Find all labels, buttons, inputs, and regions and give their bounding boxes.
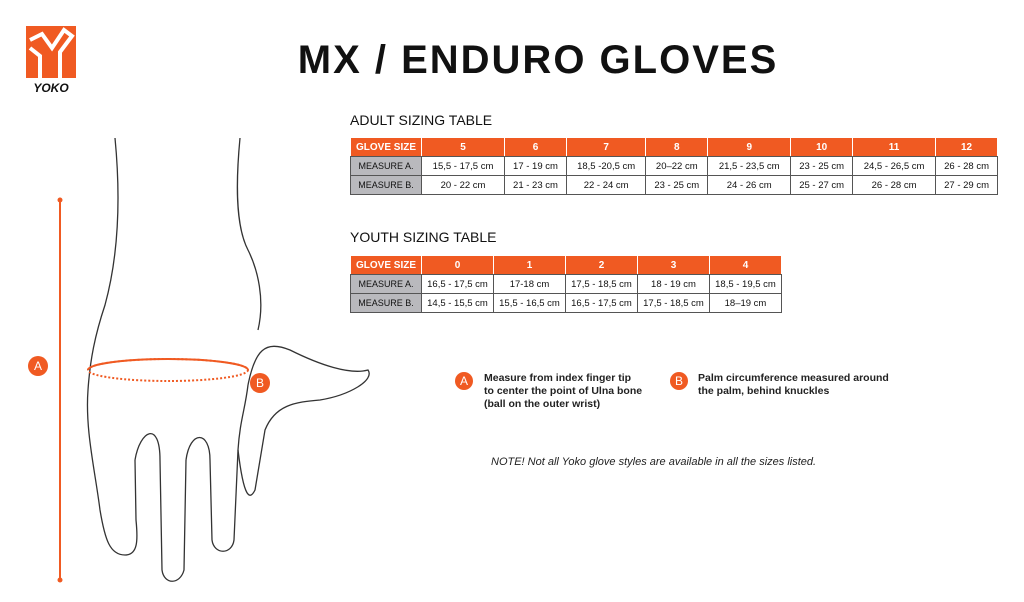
header-cell: 12: [935, 137, 998, 157]
header-cell: GLOVE SIZE: [350, 255, 422, 275]
legend-b: B Palm circumference measured around the…: [670, 372, 889, 398]
page-title: MX / ENDURO GLOVES: [297, 38, 779, 82]
table-cell: 17 - 19 cm: [504, 156, 567, 176]
table-cell: 24 - 26 cm: [707, 175, 792, 195]
marker-a: A: [28, 356, 48, 376]
table-cell: 26 - 28 cm: [935, 156, 998, 176]
table-cell: 18,5 -20,5 cm: [565, 156, 647, 176]
legend-b-marker: B: [670, 372, 688, 390]
table-cell: 18,5 - 19,5 cm: [709, 274, 782, 294]
table-cell: 15,5 - 17,5 cm: [420, 156, 506, 176]
table-cell: 20 - 22 cm: [420, 175, 506, 195]
table-cell: 17,5 - 18,5 cm: [565, 274, 638, 294]
youth-table-heading: YOUTH SIZING TABLE: [350, 229, 497, 245]
header-cell: 0: [421, 255, 494, 275]
availability-note: NOTE! Not all Yoko glove styles are avai…: [491, 456, 817, 468]
header-row: GLOVE SIZE 0 1 2 3 4: [350, 255, 782, 275]
table-cell: 17-18 cm: [493, 274, 566, 294]
table-cell: 25 - 27 cm: [790, 175, 854, 195]
table-cell: 16,5 - 17,5 cm: [565, 293, 638, 313]
header-cell: 9: [707, 137, 792, 157]
table-cell: 22 - 24 cm: [565, 175, 647, 195]
table-cell: 27 - 29 cm: [935, 175, 998, 195]
legend-a-line: to center the point of Ulna bone: [484, 385, 643, 397]
legend-b-line: Palm circumference measured around: [698, 372, 889, 384]
marker-b: B: [250, 373, 270, 393]
hand-diagram: [57, 137, 370, 583]
legend-a-marker: A: [455, 372, 473, 390]
adult-table-heading: ADULT SIZING TABLE: [350, 112, 493, 128]
table-cell: 21 - 23 cm: [504, 175, 567, 195]
logo: YOKO: [24, 26, 78, 95]
header-cell: 10: [790, 137, 854, 157]
table-cell: 18 - 19 cm: [637, 274, 710, 294]
table-row: MEASURE B. 20 - 22 cm 21 - 23 cm 22 - 24 cm…: [350, 175, 998, 195]
header-cell: 2: [565, 255, 638, 275]
table-row: MEASURE B. 14,5 - 15,5 cm 15,5 - 16,5 cm 16…: [350, 293, 782, 313]
legend-a: A Measure from index finger tip to cente…: [455, 372, 642, 411]
header-cell: 3: [637, 255, 710, 275]
table-cell: 17,5 - 18,5 cm: [637, 293, 710, 313]
row-label: MEASURE B.: [350, 293, 422, 313]
table-cell: 16,5 - 17,5 cm: [421, 274, 494, 294]
header-cell: GLOVE SIZE: [350, 137, 422, 157]
table-cell: 15,5 - 16,5 cm: [493, 293, 566, 313]
legend-a-line: (ball on the outer wrist): [484, 398, 601, 410]
table-cell: 23 - 25 cm: [790, 156, 854, 176]
svg-text:YOKO: YOKO: [33, 81, 69, 94]
header-cell: 1: [493, 255, 566, 275]
table-row: MEASURE A. 15,5 - 17,5 cm 17 - 19 cm 18,5 -…: [350, 156, 998, 176]
table-cell: 18–19 cm: [709, 293, 782, 313]
table-cell: 20–22 cm: [645, 156, 709, 176]
youth-sizing-table: GLOVE SIZE 0 1 2 3 4 MEASURE A. 16,5 - 17,5 cm 1…: [350, 255, 782, 313]
table-cell: 21,5 - 23,5 cm: [707, 156, 792, 176]
legend-a-line: Measure from index finger tip: [484, 372, 632, 384]
table-cell: 14,5 - 15,5 cm: [421, 293, 494, 313]
header-cell: 6: [504, 137, 567, 157]
row-label: MEASURE B.: [350, 175, 422, 195]
header-cell: 8: [645, 137, 709, 157]
header-cell: 11: [852, 137, 937, 157]
header-cell: 7: [565, 137, 647, 157]
table-cell: 24,5 - 26,5 cm: [852, 156, 937, 176]
header-cell: 5: [420, 137, 506, 157]
table-cell: 26 - 28 cm: [852, 175, 937, 195]
header-row: GLOVE SIZE 5 6 7 8 9 10 11 12: [350, 137, 998, 157]
header-cell: 4: [709, 255, 782, 275]
adult-sizing-table: GLOVE SIZE 5 6 7 8 9 10 11 12 MEASURE A. 15,5 - 17…: [350, 137, 998, 195]
legend-b-line: the palm, behind knuckles: [698, 385, 830, 397]
table-cell: 23 - 25 cm: [645, 175, 709, 195]
table-row: MEASURE A. 16,5 - 17,5 cm 17-18 cm 17,5 - 1…: [350, 274, 782, 294]
